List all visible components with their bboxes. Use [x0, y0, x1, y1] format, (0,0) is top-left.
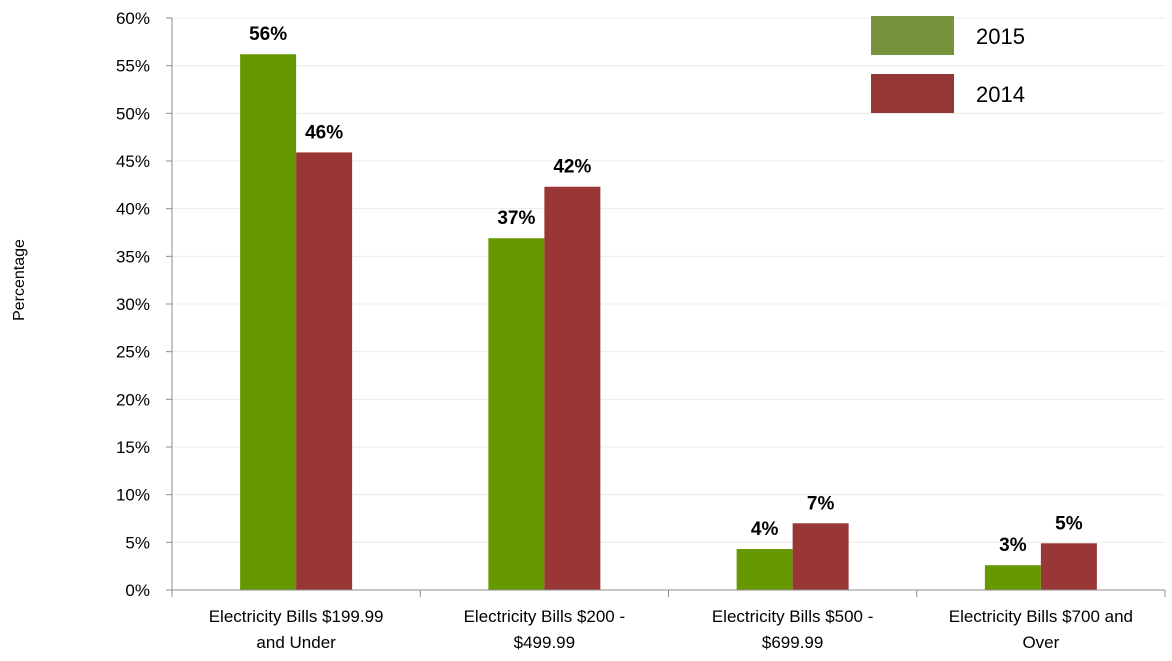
data-label-2014-0: 46%: [305, 122, 343, 143]
y-tick-label: 45%: [116, 152, 150, 171]
legend-swatch-2014: [871, 74, 954, 113]
data-label-2015-1: 37%: [497, 208, 535, 229]
y-tick-label: 5%: [125, 533, 150, 552]
y-tick-label: 30%: [116, 295, 150, 314]
y-tick-label: 20%: [116, 390, 150, 409]
bars: [240, 54, 1097, 591]
x-category-label: Electricity Bills $200 -: [464, 607, 626, 626]
x-category-label: and Under: [256, 633, 336, 652]
y-tick-label: 25%: [116, 343, 150, 362]
bar-2014-2: [792, 523, 849, 590]
legend-label-2014: 2014: [976, 82, 1025, 107]
data-labels: 56% 46% 37% 42% 4% 7% 3% 5%: [249, 24, 1083, 556]
y-axis-label: Percentage: [11, 239, 28, 321]
x-category-label: Electricity Bills $199.99: [209, 607, 384, 626]
y-tick-labels: 0% 5% 10% 15% 20% 25% 30% 35% 40% 45% 50% 55% 60%: [116, 9, 150, 600]
data-label-2015-2: 4%: [751, 519, 779, 540]
x-category-labels: Electricity Bills $199.99 and Under Electr…: [209, 607, 1133, 652]
data-label-2014-2: 7%: [807, 493, 835, 514]
data-label-2014-1: 42%: [553, 157, 591, 178]
x-category-label: Electricity Bills $700 and: [949, 607, 1133, 626]
y-tick-label: 40%: [116, 200, 150, 219]
bar-2015-3: [984, 565, 1041, 590]
legend-swatch-2015: [871, 16, 954, 55]
bar-2015-1: [488, 238, 545, 590]
y-tick-label: 50%: [116, 104, 150, 123]
x-category-label: Over: [1022, 633, 1059, 652]
x-category-label: $499.99: [514, 633, 575, 652]
y-tick-label: 55%: [116, 57, 150, 76]
y-tick-label: 35%: [116, 247, 150, 266]
bar-2014-1: [544, 186, 601, 591]
bar-2014-3: [1040, 543, 1097, 590]
y-tick-label: 60%: [116, 9, 150, 28]
y-tick-label: 10%: [116, 486, 150, 505]
axes: [171, 18, 1166, 597]
bar-2014-0: [296, 152, 353, 591]
x-category-label: Electricity Bills $500 -: [712, 607, 874, 626]
data-label-2015-0: 56%: [249, 24, 287, 45]
bar-2015-2: [736, 549, 793, 590]
legend: 2015 2014: [871, 16, 1025, 113]
legend-label-2015: 2015: [976, 24, 1025, 49]
y-tick-label: 0%: [125, 581, 150, 600]
y-tick-label: 15%: [116, 438, 150, 457]
data-label-2014-3: 5%: [1055, 513, 1083, 534]
bar-2015-0: [240, 54, 297, 590]
data-label-2015-3: 3%: [999, 535, 1027, 556]
x-category-label: $699.99: [762, 633, 823, 652]
